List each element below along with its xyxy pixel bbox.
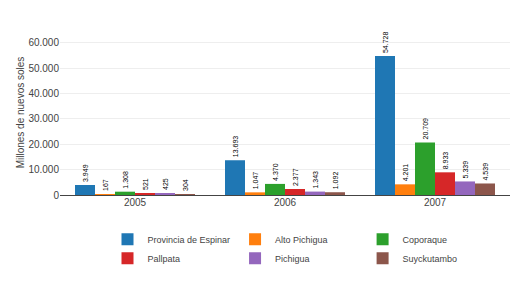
svg-text:2.377: 2.377 bbox=[292, 168, 299, 186]
svg-text:5.339: 5.339 bbox=[462, 161, 469, 179]
svg-text:60.000: 60.000 bbox=[28, 37, 59, 48]
svg-text:Coporaque: Coporaque bbox=[403, 235, 448, 245]
svg-text:Provincia de Espinar: Provincia de Espinar bbox=[148, 235, 231, 245]
svg-text:0: 0 bbox=[53, 190, 59, 201]
svg-text:3.949: 3.949 bbox=[82, 164, 89, 182]
svg-text:20.709: 20.709 bbox=[422, 118, 429, 140]
svg-text:4.539: 4.539 bbox=[482, 163, 489, 181]
svg-text:2006: 2006 bbox=[274, 197, 297, 208]
svg-text:54.728: 54.728 bbox=[382, 32, 389, 54]
svg-text:Alto Pichigua: Alto Pichigua bbox=[275, 235, 328, 245]
svg-text:167: 167 bbox=[102, 179, 109, 191]
svg-text:Pallpata: Pallpata bbox=[148, 254, 181, 264]
svg-text:30.000: 30.000 bbox=[28, 113, 59, 124]
svg-text:Pichigua: Pichigua bbox=[275, 254, 310, 264]
svg-text:2007: 2007 bbox=[424, 197, 447, 208]
svg-text:2005: 2005 bbox=[124, 197, 147, 208]
svg-text:1.047: 1.047 bbox=[252, 172, 259, 190]
svg-text:4.201: 4.201 bbox=[402, 164, 409, 182]
svg-text:10.000: 10.000 bbox=[28, 164, 59, 175]
svg-text:304: 304 bbox=[182, 179, 189, 191]
svg-text:50.000: 50.000 bbox=[28, 63, 59, 74]
svg-text:Millones de nuevos soles: Millones de nuevos soles bbox=[15, 57, 26, 169]
svg-text:1.308: 1.308 bbox=[122, 171, 129, 189]
svg-text:425: 425 bbox=[162, 178, 169, 190]
svg-text:4.370: 4.370 bbox=[272, 163, 279, 181]
svg-text:521: 521 bbox=[142, 178, 149, 190]
svg-text:Suyckutambo: Suyckutambo bbox=[403, 254, 458, 264]
svg-text:20.000: 20.000 bbox=[28, 139, 59, 150]
svg-text:1.092: 1.092 bbox=[332, 172, 339, 190]
svg-text:1.343: 1.343 bbox=[312, 171, 319, 189]
svg-text:13.693: 13.693 bbox=[232, 136, 239, 158]
svg-text:40.000: 40.000 bbox=[28, 88, 59, 99]
svg-text:8.933: 8.933 bbox=[442, 152, 449, 170]
